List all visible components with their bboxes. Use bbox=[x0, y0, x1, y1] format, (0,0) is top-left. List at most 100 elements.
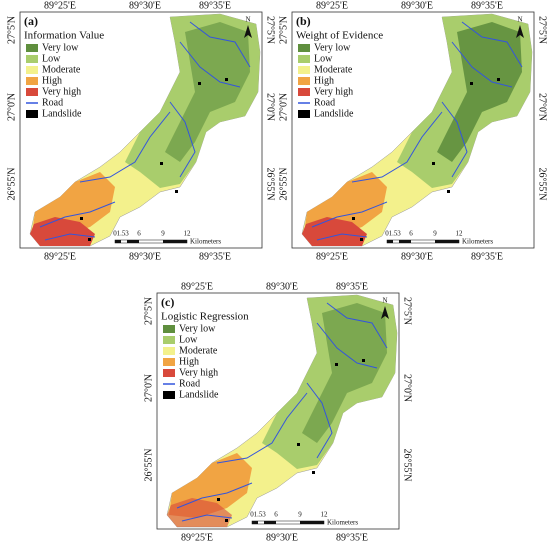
latitude-label: 27°5'N bbox=[265, 16, 276, 44]
latitude-label: 27°5'N bbox=[402, 297, 413, 325]
scale-tick: 12 bbox=[321, 511, 329, 519]
scale-segment bbox=[387, 240, 393, 243]
north-arrow bbox=[244, 25, 252, 38]
scale-tick: 0 bbox=[385, 230, 389, 238]
landslide bbox=[297, 443, 300, 446]
landslide bbox=[80, 217, 83, 220]
legend-label: Landslide bbox=[179, 389, 219, 400]
scale-tick: 9 bbox=[161, 230, 165, 238]
longitude-label: 89°35'E bbox=[471, 251, 503, 262]
road bbox=[79, 111, 171, 183]
legend-label: Low bbox=[314, 53, 333, 64]
north-arrow bbox=[516, 25, 524, 38]
legend-swatch bbox=[298, 66, 310, 74]
longitude-label: 89°35'E bbox=[336, 281, 368, 292]
latitude-label: 26°55'N bbox=[537, 167, 548, 200]
legend-swatch bbox=[298, 44, 310, 52]
legend-title: Information Value bbox=[24, 30, 104, 42]
latitude-label: 27°5'N bbox=[6, 16, 17, 44]
scale-segment bbox=[264, 521, 276, 524]
legend-label: Landslide bbox=[314, 108, 354, 119]
longitude-label: 89°35'E bbox=[471, 0, 503, 11]
latitude-label: 27°0'N bbox=[402, 374, 413, 402]
landslide bbox=[225, 78, 228, 81]
road bbox=[39, 201, 116, 228]
latitude-label: 26°55'N bbox=[265, 167, 276, 200]
legend-label: Very high bbox=[42, 86, 81, 97]
legend-label: Very low bbox=[42, 42, 79, 53]
north-label: N bbox=[382, 297, 387, 305]
legend-label: Moderate bbox=[179, 345, 218, 356]
legend-swatch bbox=[298, 88, 310, 96]
landslide bbox=[160, 162, 163, 165]
legend-title: Logistic Regression bbox=[161, 311, 249, 323]
scale-tick: 1.5 bbox=[254, 511, 263, 519]
road bbox=[169, 101, 196, 178]
longitude-label: 89°30'E bbox=[129, 0, 161, 11]
longitude-label: 89°35'E bbox=[336, 532, 368, 542]
legend-swatch bbox=[26, 110, 38, 118]
legend-swatch bbox=[298, 55, 310, 63]
scale-segment bbox=[127, 240, 139, 243]
scale-tick: 9 bbox=[298, 511, 302, 519]
panel-label: (c) bbox=[161, 295, 174, 309]
legend-label: Very low bbox=[179, 323, 216, 334]
legend-swatch bbox=[298, 77, 310, 85]
north-label: N bbox=[245, 16, 250, 24]
latitude-label: 27°0'N bbox=[278, 93, 289, 121]
scale-unit: Kilometers bbox=[327, 519, 358, 527]
legend-swatch bbox=[163, 336, 175, 344]
latitude-label: 26°55'N bbox=[143, 448, 154, 481]
legend-label: Road bbox=[314, 97, 335, 108]
road bbox=[189, 21, 251, 68]
scale-tick: 0 bbox=[250, 511, 254, 519]
scale-segment bbox=[115, 240, 121, 243]
road bbox=[461, 21, 523, 68]
scale-segment bbox=[435, 240, 459, 243]
longitude-label: 89°30'E bbox=[266, 281, 298, 292]
latitude-label: 27°0'N bbox=[143, 374, 154, 402]
latitude-label: 27°0'N bbox=[6, 93, 17, 121]
north-label: N bbox=[517, 16, 522, 24]
scale-tick: 1.5 bbox=[117, 230, 126, 238]
longitude-label: 89°35'E bbox=[199, 251, 231, 262]
legend-swatch bbox=[26, 77, 38, 85]
legend-label: Road bbox=[179, 378, 200, 389]
legend-label: Landslide bbox=[42, 108, 82, 119]
landslide bbox=[432, 162, 435, 165]
legend-swatch bbox=[163, 391, 175, 399]
legend-label: Very low bbox=[314, 42, 351, 53]
scale-segment bbox=[252, 521, 258, 524]
scale-unit: Kilometers bbox=[462, 238, 493, 246]
legend-label: Very high bbox=[314, 86, 353, 97]
north-arrow bbox=[381, 306, 389, 319]
road bbox=[326, 302, 388, 349]
longitude-label: 89°30'E bbox=[266, 532, 298, 542]
road bbox=[311, 201, 388, 228]
landslide bbox=[352, 217, 355, 220]
landslide bbox=[198, 82, 201, 85]
road bbox=[451, 41, 513, 88]
latitude-label: 27°0'N bbox=[537, 93, 548, 121]
scale-tick: 3 bbox=[262, 511, 266, 519]
longitude-label: 89°25'E bbox=[181, 281, 213, 292]
scale-unit: Kilometers bbox=[190, 238, 221, 246]
road bbox=[179, 41, 241, 88]
scale-tick: 12 bbox=[184, 230, 192, 238]
road bbox=[44, 233, 96, 241]
road bbox=[306, 382, 333, 459]
scale-tick: 6 bbox=[409, 230, 413, 238]
legend-label: Road bbox=[42, 97, 63, 108]
panel-label: (a) bbox=[24, 14, 38, 28]
latitude-label: 26°55'N bbox=[6, 167, 17, 200]
legend-title: Weight of Evidence bbox=[296, 30, 383, 42]
latitude-label: 26°55'N bbox=[402, 448, 413, 481]
longitude-label: 89°30'E bbox=[401, 0, 433, 11]
road bbox=[351, 111, 443, 183]
legend-swatch bbox=[298, 110, 310, 118]
landslide bbox=[225, 519, 228, 522]
legend-label: Low bbox=[179, 334, 198, 345]
landslide bbox=[447, 190, 450, 193]
